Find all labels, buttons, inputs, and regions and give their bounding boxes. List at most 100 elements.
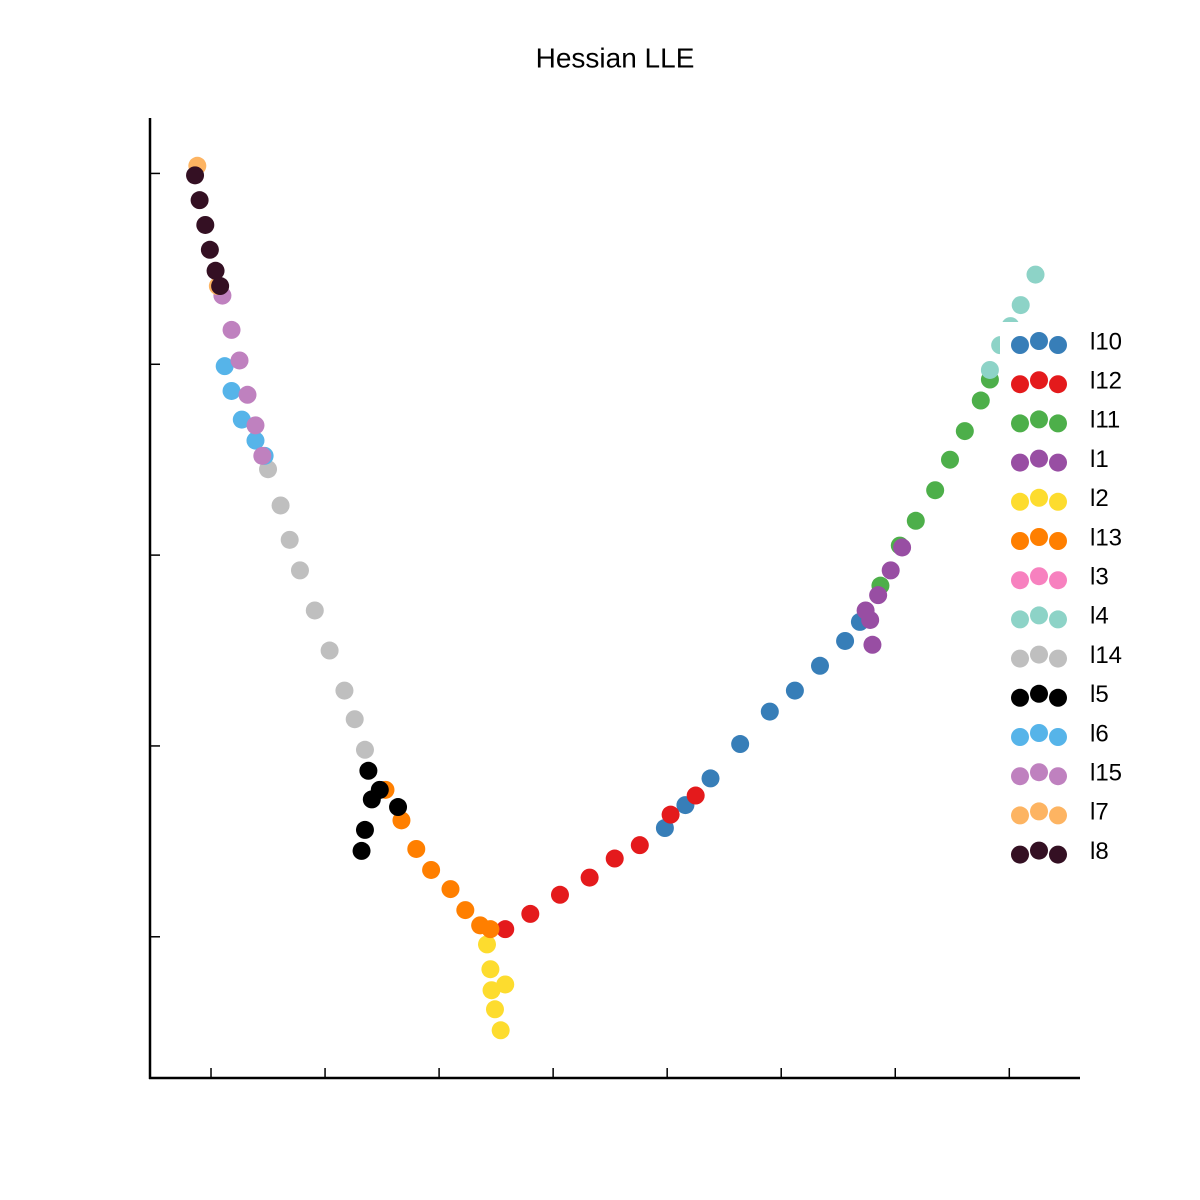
point: [955, 422, 974, 441]
point: [190, 191, 209, 210]
legend-label: l4: [1090, 603, 1109, 630]
legend-marker: [1011, 375, 1029, 394]
point: [477, 935, 496, 954]
point: [215, 357, 234, 376]
legend-marker: [1030, 763, 1048, 782]
point: [701, 769, 720, 788]
legend-label: l15: [1090, 760, 1122, 787]
point: [661, 805, 680, 824]
legend-label: l3: [1090, 564, 1109, 591]
point: [441, 880, 460, 899]
point: [230, 351, 249, 370]
legend-label: l10: [1090, 328, 1122, 355]
point: [481, 920, 500, 939]
point: [863, 635, 882, 654]
legend-label: l1: [1090, 446, 1109, 473]
legend-marker: [1049, 649, 1067, 668]
point: [355, 820, 374, 839]
point: [370, 780, 389, 799]
point: [496, 920, 515, 939]
point: [482, 981, 501, 1000]
point: [686, 786, 705, 805]
point: [971, 391, 990, 410]
legend-label: l7: [1090, 799, 1109, 826]
point: [881, 561, 900, 580]
legend-label: l12: [1090, 368, 1122, 395]
legend-marker: [1030, 371, 1048, 390]
point: [731, 735, 750, 754]
legend-marker: [1030, 802, 1048, 821]
legend-label: l11: [1090, 407, 1120, 434]
legend-label: l6: [1090, 720, 1109, 747]
point: [186, 166, 205, 185]
legend-marker: [1049, 375, 1067, 394]
legend-marker: [1011, 532, 1029, 550]
point: [869, 586, 888, 605]
legend-marker: [1049, 492, 1067, 511]
legend-label: l14: [1090, 642, 1122, 669]
legend-marker: [1011, 728, 1029, 746]
legend-marker: [1049, 453, 1067, 472]
legend-marker: [1011, 414, 1029, 433]
legend-marker: [1030, 724, 1048, 742]
point: [271, 496, 290, 515]
legend-marker: [1030, 449, 1048, 468]
point: [232, 410, 251, 429]
point: [906, 511, 925, 530]
legend-marker: [1030, 332, 1048, 350]
point: [246, 431, 265, 450]
point: [580, 868, 599, 887]
point: [550, 885, 569, 904]
legend-marker: [1049, 414, 1067, 433]
legend-marker: [1030, 528, 1048, 546]
point: [222, 381, 241, 400]
legend-marker: [1049, 806, 1067, 825]
point: [785, 681, 804, 700]
legend-label: l8: [1090, 838, 1109, 865]
point: [422, 860, 441, 879]
point: [893, 538, 912, 557]
legend-marker: [1011, 688, 1029, 707]
legend-marker: [1011, 845, 1029, 864]
point: [496, 975, 515, 994]
point: [491, 1021, 510, 1040]
legend-marker: [1030, 684, 1048, 703]
legend-marker: [1049, 728, 1067, 746]
point: [290, 561, 309, 580]
point: [630, 836, 649, 855]
legend-marker: [1049, 845, 1067, 864]
point: [810, 656, 829, 675]
legend-marker: [1011, 610, 1029, 629]
point: [359, 761, 378, 780]
point: [456, 901, 475, 920]
legend-label: l5: [1090, 681, 1109, 708]
point: [200, 240, 219, 259]
point: [605, 849, 624, 868]
point: [196, 215, 215, 234]
legend-box: [1000, 322, 1120, 878]
legend-marker: [1030, 567, 1048, 586]
point: [206, 261, 225, 280]
legend-marker: [1030, 841, 1048, 860]
point: [856, 601, 875, 620]
legend-marker: [1030, 488, 1048, 507]
legend-marker: [1011, 453, 1029, 472]
point: [407, 839, 426, 858]
point: [355, 740, 374, 759]
legend-label: l13: [1090, 524, 1122, 551]
legend-marker: [1011, 336, 1029, 354]
point: [238, 385, 257, 404]
legend-marker: [1049, 767, 1067, 786]
legend-marker: [1011, 492, 1029, 511]
legend-label: l2: [1090, 485, 1109, 512]
legend-marker: [1011, 806, 1029, 825]
point: [211, 277, 230, 296]
point: [253, 446, 272, 465]
point: [305, 601, 324, 620]
legend-marker: [1049, 688, 1067, 707]
point: [1011, 296, 1030, 315]
point: [836, 631, 855, 650]
point: [320, 641, 339, 660]
point: [760, 702, 779, 721]
